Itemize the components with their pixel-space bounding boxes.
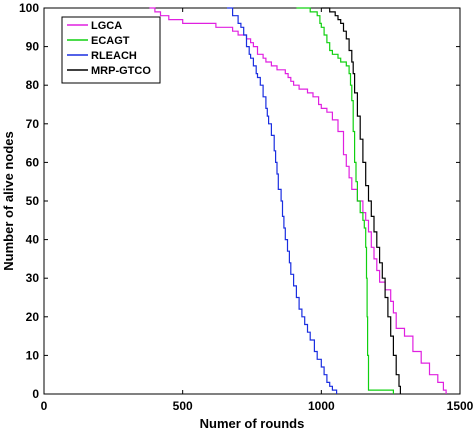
y-tick-label: 20: [26, 310, 40, 324]
y-tick-label: 10: [26, 348, 40, 362]
legend-label: LGCA: [91, 20, 122, 32]
y-tick-label: 50: [26, 194, 40, 208]
legend-box: [61, 16, 161, 84]
y-tick-label: 0: [32, 387, 39, 401]
axis-ticks: 0 500 1000 1500 0 10 20 30 40 50 60 70 80 90 100: [19, 1, 474, 413]
y-tick-label: 30: [26, 271, 40, 285]
x-axis-title: Numer of rounds: [200, 416, 305, 431]
y-tick-label: 90: [26, 40, 40, 54]
x-tick-label: 1000: [308, 399, 335, 413]
x-tick-label: 1500: [447, 399, 474, 413]
x-tick-label: 500: [173, 399, 193, 413]
legend-label: ECAGT: [91, 35, 130, 47]
y-tick-label: 40: [26, 233, 40, 247]
y-tick-label: 60: [26, 155, 40, 169]
series-layer: [149, 7, 447, 394]
x-tick-label: 0: [41, 399, 48, 413]
y-axis-title: Number of alive nodes: [1, 131, 16, 270]
y-tick-label: 100: [19, 1, 39, 15]
series-line-mrp-gtco: [321, 7, 401, 394]
legend-label: RLEACH: [91, 50, 137, 62]
y-tick-label: 70: [26, 117, 40, 131]
y-tick-label: 80: [26, 78, 40, 92]
series-line-ecagt: [296, 7, 394, 394]
legend: LGCA ECAGT RLEACH MRP-GTCO: [61, 16, 161, 84]
legend-label: MRP-GTCO: [91, 65, 151, 77]
series-line-rleach: [227, 7, 338, 394]
